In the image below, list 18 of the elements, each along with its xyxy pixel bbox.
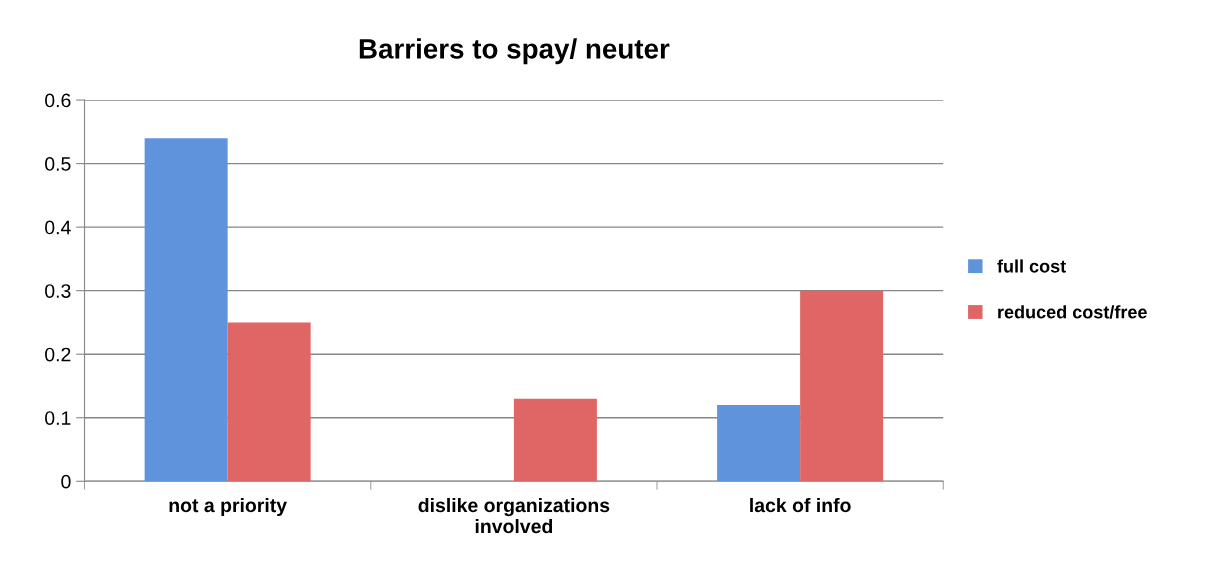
bar — [800, 290, 884, 482]
chart-title: Barriers to spay/ neuter — [359, 38, 670, 65]
x-tick-label: lack of info — [750, 497, 851, 513]
x-tick-label: not a priority — [169, 497, 287, 517]
legend-label: full cost — [997, 259, 1066, 273]
y-tick-label: 0.1 — [45, 411, 71, 425]
x-tick-label: dislike organizations involved — [418, 497, 610, 534]
legend-label: reduced cost/free — [998, 305, 1147, 319]
y-tick-label: 0 — [61, 474, 71, 489]
bar — [227, 322, 311, 482]
y-tick-label: 0.5 — [45, 157, 71, 171]
y-tick-label: 0.3 — [45, 284, 71, 298]
y-tick-label: 0.4 — [45, 220, 71, 235]
y-tick-label: 0.6 — [45, 93, 71, 108]
y-tick-label: 0.2 — [45, 347, 71, 362]
bar — [717, 405, 801, 482]
bar — [144, 138, 228, 482]
bar — [513, 398, 597, 482]
